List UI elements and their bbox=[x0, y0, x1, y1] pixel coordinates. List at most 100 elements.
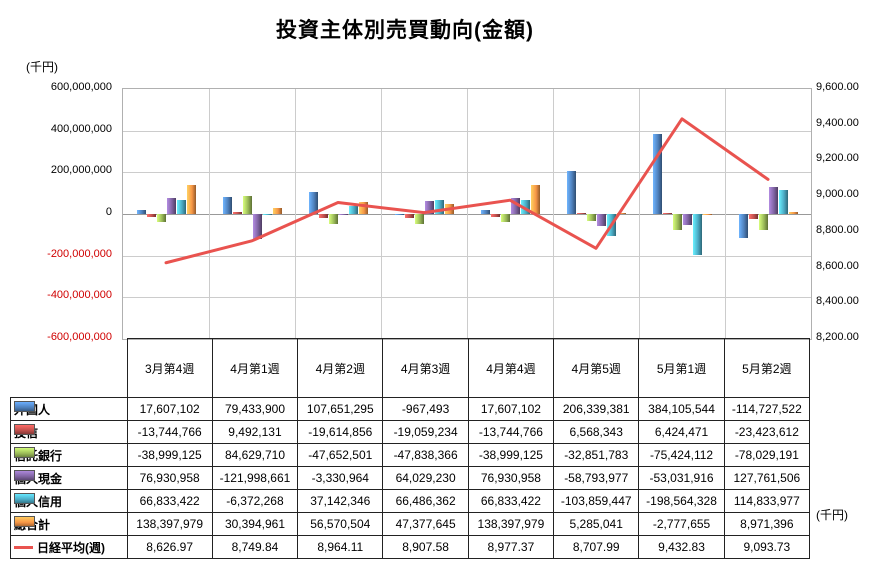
value-cell: 47,377,645 bbox=[382, 512, 469, 536]
bar-個人現金 bbox=[768, 187, 778, 214]
value-cell: 8,626.97 bbox=[126, 535, 213, 559]
value-cell: -47,838,366 bbox=[382, 443, 469, 467]
value-cell: -2,777,655 bbox=[638, 512, 725, 536]
bar-投信 bbox=[662, 212, 672, 214]
v-gridline bbox=[725, 89, 726, 339]
value-cell: 76,930,958 bbox=[126, 466, 213, 490]
bar-個人現金 bbox=[338, 214, 348, 215]
bar-信託銀行 bbox=[242, 196, 252, 214]
v-gridline bbox=[467, 89, 468, 339]
bar-総合計 bbox=[272, 207, 282, 214]
v-gridline bbox=[553, 89, 554, 339]
value-cell: -6,372,268 bbox=[211, 489, 299, 513]
bar-投信 bbox=[146, 214, 156, 217]
value-cell: 17,607,102 bbox=[126, 397, 213, 421]
right-axis-label: 8,400.00 bbox=[816, 295, 859, 308]
week-header-cell: 5月第1週 bbox=[638, 338, 725, 398]
bar-外国人 bbox=[566, 171, 576, 214]
v-gridline bbox=[209, 89, 210, 339]
left-axis-unit-label: (千円) bbox=[26, 60, 58, 74]
value-cell: 5,285,041 bbox=[553, 512, 640, 536]
value-cell: 37,142,346 bbox=[297, 489, 384, 513]
bar-投信 bbox=[576, 212, 586, 214]
left-axis-label: 400,000,000 bbox=[50, 122, 112, 135]
v-gridline bbox=[381, 89, 382, 339]
value-cell: 8,707.99 bbox=[553, 535, 640, 559]
data-table: 3月第4週 4月第1週 4月第2週 4月第3週 4月第4週 4月第5週 5月第1週 5月第2週… bbox=[10, 338, 811, 559]
value-cell: 107,651,295 bbox=[297, 397, 384, 421]
bar-外国人 bbox=[480, 210, 490, 214]
bar-投信 bbox=[318, 214, 328, 219]
bar-個人現金 bbox=[682, 214, 692, 226]
value-cell: 66,486,362 bbox=[382, 489, 469, 513]
bar-個人信用 bbox=[176, 200, 186, 214]
table-header-row: 3月第4週 4月第1週 4月第2週 4月第3週 4月第4週 4月第5週 5月第1週 5月第2週 bbox=[11, 338, 811, 398]
right-axis-label: 9,000.00 bbox=[816, 188, 859, 201]
value-cell: 66,833,422 bbox=[126, 489, 213, 513]
table-row: 信託銀行 -38,999,125 84,629,710 -47,652,501 -47,… bbox=[10, 443, 811, 467]
bar-外国人 bbox=[738, 214, 748, 238]
bar-総合計 bbox=[530, 185, 540, 214]
value-cell: -103,859,447 bbox=[553, 489, 640, 513]
series-name: 日経平均(週) bbox=[37, 540, 105, 555]
series-name-cell: 信託銀行 bbox=[10, 443, 128, 467]
right-axis-label: 9,600.00 bbox=[816, 81, 859, 93]
value-cell: 76,930,958 bbox=[467, 466, 555, 490]
value-cell: -75,424,112 bbox=[638, 443, 725, 467]
week-header-cell: 4月第1週 bbox=[211, 338, 299, 398]
series-name-cell: 個人現金 bbox=[10, 466, 128, 490]
left-axis: 600,000,000 400,000,000 200,000,000 0 -200,0… bbox=[0, 81, 114, 343]
legend-line-icon bbox=[14, 545, 33, 549]
left-axis-label: 200,000,000 bbox=[50, 164, 112, 177]
legend-bar-icon bbox=[14, 446, 35, 458]
value-cell: 6,424,471 bbox=[638, 420, 725, 444]
value-cell: -121,998,661 bbox=[211, 466, 299, 490]
v-gridline bbox=[295, 89, 296, 339]
bar-総合計 bbox=[616, 212, 626, 214]
right-axis-label: 8,800.00 bbox=[816, 223, 859, 236]
bar-個人現金 bbox=[510, 197, 520, 214]
table-row: 日経平均(週) 8,626.97 8,749.84 8,964.11 8,907.58 8… bbox=[10, 535, 811, 559]
legend-bar-icon bbox=[14, 469, 35, 481]
series-name-cell: 総合計 bbox=[10, 512, 128, 536]
chart-title: 投資主体別売買動向(金額) bbox=[276, 19, 534, 42]
bar-外国人 bbox=[136, 210, 146, 214]
bar-信託銀行 bbox=[758, 214, 768, 231]
week-header-cell: 4月第4週 bbox=[467, 338, 555, 398]
left-axis-label: -600,000,000 bbox=[47, 331, 112, 343]
value-cell: 138,397,979 bbox=[467, 512, 555, 536]
value-cell: -13,744,766 bbox=[467, 420, 555, 444]
value-cell: 8,907.58 bbox=[382, 535, 469, 559]
value-cell: 9,492,131 bbox=[211, 420, 299, 444]
legend-bar-icon bbox=[14, 492, 35, 504]
bar-個人信用 bbox=[262, 214, 272, 216]
bar-個人信用 bbox=[606, 214, 616, 236]
bar-総合計 bbox=[788, 212, 798, 214]
value-cell: 9,432.83 bbox=[638, 535, 725, 559]
value-cell: -967,493 bbox=[382, 397, 469, 421]
series-name-cell: 個人信用 bbox=[10, 489, 128, 513]
v-gridline bbox=[639, 89, 640, 339]
bar-個人現金 bbox=[252, 214, 262, 240]
right-axis-unit-label: (千円) bbox=[816, 508, 848, 522]
value-cell: -198,564,328 bbox=[638, 489, 725, 513]
value-cell: 8,977.37 bbox=[467, 535, 555, 559]
bar-投信 bbox=[490, 214, 500, 217]
bar-外国人 bbox=[308, 191, 318, 214]
value-cell: 30,394,961 bbox=[211, 512, 299, 536]
value-cell: 8,964.11 bbox=[297, 535, 384, 559]
value-cell: -38,999,125 bbox=[467, 443, 555, 467]
week-header-cell: 4月第2週 bbox=[297, 338, 384, 398]
value-cell: 8,749.84 bbox=[211, 535, 299, 559]
week-header-cell: 4月第5週 bbox=[553, 338, 640, 398]
week-header-cell: 4月第3週 bbox=[382, 338, 469, 398]
series-name-cell: 投信 bbox=[10, 420, 128, 444]
value-cell: -114,727,522 bbox=[723, 397, 811, 421]
value-cell: 84,629,710 bbox=[211, 443, 299, 467]
table-row: 投信-13,744,7669,492,131-19,614,856-19,059… bbox=[10, 420, 811, 444]
value-cell: 66,833,422 bbox=[467, 489, 555, 513]
week-header-cell: 3月第4週 bbox=[126, 338, 213, 398]
left-axis-label: -400,000,000 bbox=[47, 289, 112, 302]
bar-外国人 bbox=[652, 133, 662, 214]
table-row: 総合計138,397,97930,394,96156,570,50447,377… bbox=[10, 512, 811, 536]
